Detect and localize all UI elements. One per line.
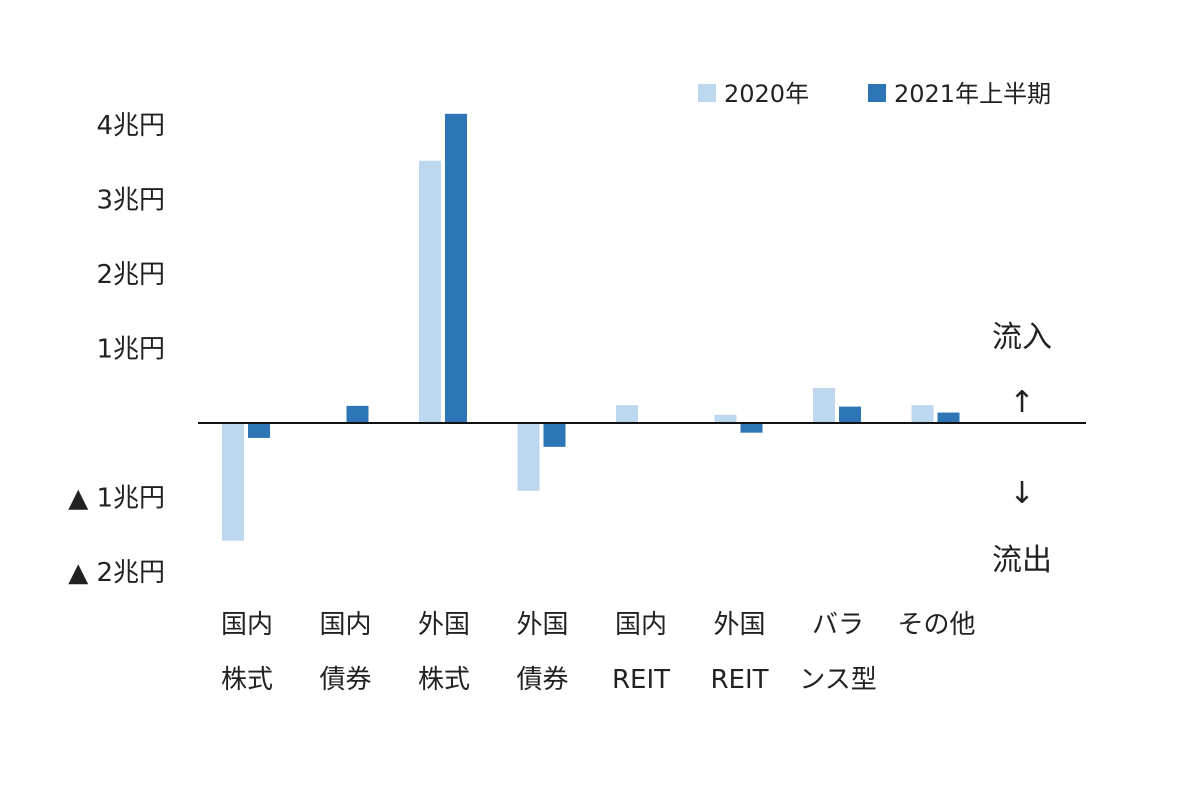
bar-series-2-cat-6	[740, 423, 763, 433]
y-tick-label: 4兆円	[96, 111, 165, 141]
category-label: その他	[897, 610, 975, 640]
flow-annotations: 流入 ↑ ↓ 流出	[992, 320, 1052, 578]
category-label: ンス型	[799, 665, 876, 695]
bar-series-1-cat-7	[813, 387, 835, 423]
bar-series-1-cat-5	[616, 405, 638, 423]
legend: 2020年 2021年上半期	[698, 80, 1051, 108]
legend-swatch	[868, 84, 886, 102]
category-label: 株式	[221, 665, 273, 695]
bar-series-2-cat-4	[543, 423, 566, 447]
category-label: 外国	[418, 610, 470, 640]
bar-series-1-cat-8	[911, 405, 934, 423]
y-tick-label: ▲ 2兆円	[68, 558, 165, 588]
outflow-arrow: ↓	[1009, 476, 1034, 511]
category-label: 株式	[418, 665, 470, 695]
bar-series-2-cat-1	[248, 423, 270, 438]
y-tick-label: 2兆円	[96, 260, 165, 290]
legend-label: 2020年	[724, 80, 809, 108]
bar-series-1-cat-1	[222, 423, 244, 541]
bar-series-1-cat-4	[517, 423, 540, 491]
category-label: REIT	[710, 665, 768, 695]
bar-series-1-cat-3	[419, 160, 441, 423]
inflow-arrow: ↑	[1009, 385, 1034, 420]
category-label: REIT	[612, 665, 670, 695]
category-label: 外国	[713, 610, 765, 640]
bar-series-2-cat-7	[839, 406, 861, 423]
category-label: 債券	[319, 665, 371, 695]
bar-series-2-cat-8	[937, 412, 960, 423]
bar-series-2-cat-3	[445, 113, 467, 423]
category-label: 債券	[516, 665, 568, 695]
y-tick-label: 3兆円	[96, 186, 165, 216]
category-label: 国内	[615, 610, 667, 640]
bar-series-1-cat-6	[714, 414, 737, 423]
bars	[222, 113, 960, 541]
bar-series-2-cat-2	[346, 405, 369, 423]
inflow-label: 流入	[992, 320, 1052, 355]
y-tick-label: ▲ 1兆円	[68, 484, 165, 514]
category-label: 国内	[319, 610, 371, 640]
category-label: バラ	[812, 610, 864, 640]
category-label: 国内	[221, 610, 273, 640]
legend-swatch	[698, 84, 716, 102]
y-axis-ticks: 4兆円 3兆円 2兆円 1兆円 ▲ 1兆円 ▲ 2兆円	[68, 111, 165, 588]
y-tick-label: 1兆円	[96, 335, 165, 365]
outflow-label: 流出	[992, 543, 1052, 578]
legend-label: 2021年上半期	[894, 80, 1051, 108]
category-label: 外国	[516, 610, 568, 640]
